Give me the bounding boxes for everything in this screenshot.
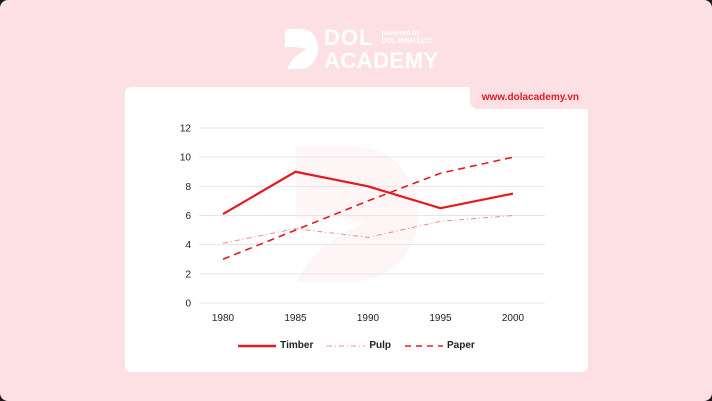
brand-powered-by: powered by DOL ĐÌNH LỰC: [381, 30, 433, 45]
x-axis-ticks: 1980 1985 1990 1995 2000: [212, 313, 525, 324]
solid-line-swatch-icon: [238, 344, 277, 347]
y-axis-ticks: 0 2 4 6 8 10 12: [180, 124, 192, 310]
y-tick-label: 12: [180, 124, 192, 135]
y-tick-label: 4: [185, 240, 191, 251]
legend-item-pulp[interactable]: Pulp: [327, 340, 391, 351]
x-tick-label: 1985: [284, 313, 307, 324]
x-tick-label: 1990: [357, 313, 380, 324]
line-chart: 0 2 4 6 8 10 12 1980 1985 1990 1995 2000: [180, 124, 545, 324]
chart-card: www.dolacademy.vn 0 2 4 6 8 10 12 1980 1985 1990…: [125, 87, 588, 372]
legend-item-paper[interactable]: Paper: [405, 340, 475, 351]
series-line-timber: [222, 170, 514, 215]
x-tick-label: 1980: [212, 313, 235, 324]
chart-grid: [199, 127, 545, 304]
y-tick-label: 10: [180, 153, 192, 164]
brand-header: DOL powered by DOL ĐÌNH LỰC ACADEMY: [283, 27, 439, 73]
y-tick-label: 8: [185, 182, 191, 193]
chart-legend: Timber Pulp Paper: [125, 340, 588, 351]
y-tick-label: 2: [185, 269, 191, 280]
chart-lines: [222, 156, 514, 260]
brand-name-academy: ACADEMY: [324, 48, 439, 73]
url-badge[interactable]: www.dolacademy.vn: [469, 87, 588, 109]
dol-d-logo-icon: [285, 29, 318, 69]
x-tick-label: 1995: [429, 313, 452, 324]
y-tick-label: 6: [185, 211, 191, 222]
dashed-line-swatch-icon: [405, 344, 444, 347]
legend-item-timber[interactable]: Timber: [238, 340, 313, 351]
series-line-pulp: [222, 215, 514, 244]
y-tick-label: 0: [185, 299, 191, 310]
brand-name-dol: DOL: [324, 25, 374, 50]
dash-dot-line-swatch-icon: [327, 345, 366, 346]
x-tick-label: 2000: [502, 313, 525, 324]
series-line-paper: [222, 156, 514, 260]
watermark-d-logo-icon: [296, 147, 418, 282]
